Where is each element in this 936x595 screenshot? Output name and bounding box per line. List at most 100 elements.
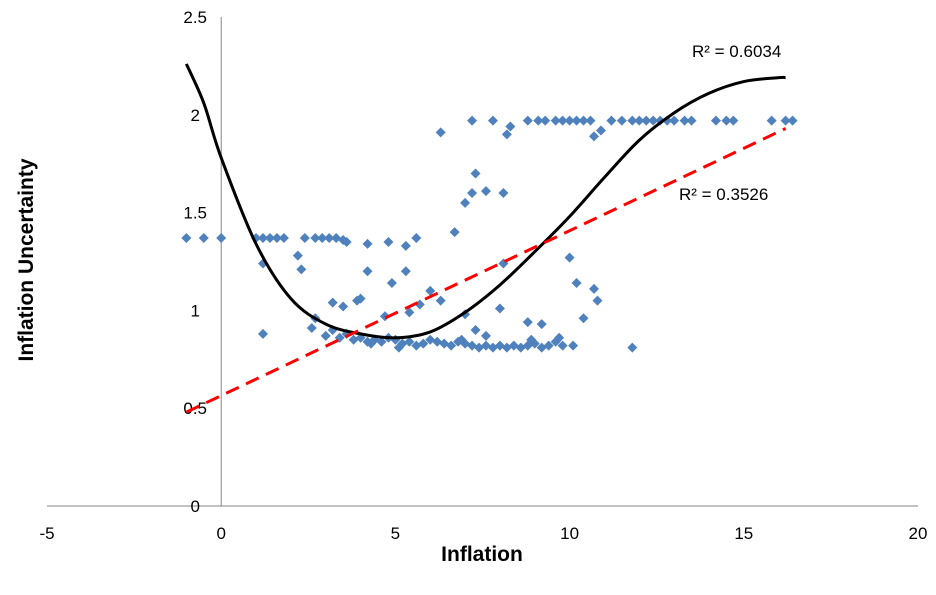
data-points (181, 115, 798, 353)
data-point (568, 340, 579, 351)
data-point (404, 307, 415, 318)
data-point (362, 238, 373, 249)
data-point (522, 317, 533, 328)
data-point (480, 340, 491, 351)
data-point (515, 342, 526, 353)
data-point (728, 115, 739, 126)
data-point (588, 131, 599, 142)
data-point (362, 266, 373, 277)
data-point (588, 283, 599, 294)
data-point (627, 115, 638, 126)
y-tick-label: 1 (190, 301, 199, 320)
data-point (258, 233, 269, 244)
data-point (474, 342, 485, 353)
data-point (299, 233, 310, 244)
data-point (278, 233, 289, 244)
data-point (648, 115, 659, 126)
data-point (536, 319, 547, 330)
x-tick-label: 20 (909, 524, 928, 543)
polynomial-trendline (184, 63, 786, 340)
data-point (400, 266, 411, 277)
data-point (355, 293, 366, 304)
data-point (557, 340, 568, 351)
linear-trendline (185, 127, 787, 414)
data-point (366, 338, 377, 349)
data-point (554, 332, 565, 343)
data-point (494, 340, 505, 351)
data-point (456, 334, 467, 345)
axes (47, 17, 918, 507)
data-point (258, 328, 269, 339)
data-point (487, 115, 498, 126)
data-point (435, 127, 446, 138)
data-point (505, 121, 516, 132)
data-point (536, 342, 547, 353)
data-point (686, 115, 697, 126)
data-point (327, 297, 338, 308)
x-tick-label: 10 (560, 524, 579, 543)
x-axis-title: Inflation (441, 543, 523, 566)
data-point (606, 115, 617, 126)
data-point (411, 233, 422, 244)
data-point (595, 125, 606, 136)
data-point (376, 336, 387, 347)
data-point (467, 340, 478, 351)
data-point (564, 252, 575, 263)
data-point (494, 303, 505, 314)
data-point (557, 115, 568, 126)
data-point (571, 278, 582, 289)
data-point (439, 338, 450, 349)
data-point (306, 323, 317, 334)
data-point (508, 340, 519, 351)
data-point (379, 311, 390, 322)
data-point (324, 233, 335, 244)
data-point (418, 338, 429, 349)
data-point (480, 186, 491, 197)
data-point (526, 334, 537, 345)
y-axis-title: Inflation Uncertainty (15, 158, 38, 361)
data-point (251, 233, 262, 244)
data-point (400, 240, 411, 251)
data-point (641, 115, 652, 126)
data-point (710, 115, 721, 126)
data-point (198, 233, 209, 244)
data-point (467, 188, 478, 199)
data-point (271, 233, 282, 244)
data-point (320, 330, 331, 341)
data-point (578, 313, 589, 324)
data-point (721, 115, 732, 126)
y-tick-label: 0 (190, 497, 199, 516)
data-point (386, 278, 397, 289)
data-point (766, 115, 777, 126)
data-point (449, 227, 460, 238)
x-tick-label: 5 (391, 524, 400, 543)
data-point (627, 342, 638, 353)
data-point (181, 233, 192, 244)
data-point (216, 233, 227, 244)
data-point (669, 115, 680, 126)
x-tick-label: -5 (39, 524, 54, 543)
data-point (411, 340, 422, 351)
data-point (383, 236, 394, 247)
data-point (338, 301, 349, 312)
data-point (501, 129, 512, 140)
data-point (432, 336, 443, 347)
y-tick-label: 2.5 (183, 8, 207, 27)
data-point (480, 330, 491, 341)
data-point (435, 295, 446, 306)
data-point (498, 188, 509, 199)
data-point (487, 342, 498, 353)
data-point (592, 295, 603, 306)
x-tick-label: 15 (734, 524, 753, 543)
data-point (348, 334, 359, 345)
data-point (501, 342, 512, 353)
data-point (331, 233, 342, 244)
data-point (470, 168, 481, 179)
data-point (310, 233, 321, 244)
data-point (679, 115, 690, 126)
data-point (533, 115, 544, 126)
data-point (585, 115, 596, 126)
data-point (571, 115, 582, 126)
data-point (470, 324, 481, 335)
